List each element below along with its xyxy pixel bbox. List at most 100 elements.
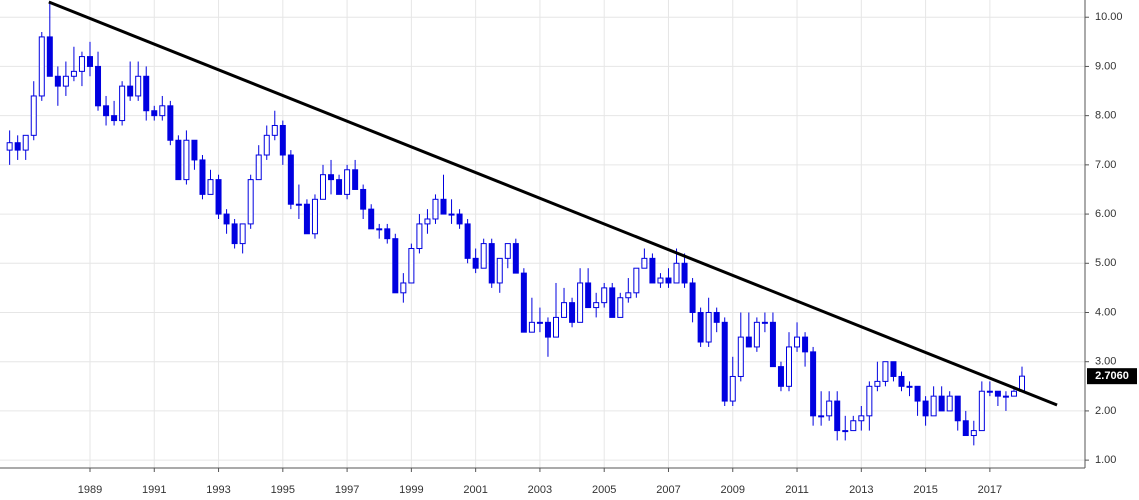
y-tick-label: 8.00 [1095, 110, 1116, 122]
candle-body [906, 385, 913, 388]
candle-body [279, 124, 286, 156]
candle-body [62, 75, 69, 87]
x-tick-label: 2005 [592, 484, 616, 496]
y-tick-label: 9.00 [1095, 60, 1116, 72]
x-tick-label: 1993 [206, 484, 230, 496]
candle-body [769, 321, 776, 368]
candle-body [231, 223, 238, 245]
y-tick-label: 3.00 [1095, 356, 1116, 368]
candle-body [657, 277, 664, 284]
candle-body [786, 346, 793, 387]
candle-body [986, 390, 993, 393]
candle-body [625, 292, 632, 299]
candle-body [858, 415, 865, 422]
candle-body [978, 390, 985, 432]
candle-body [890, 361, 897, 377]
candle-body [344, 169, 351, 195]
x-tick-label: 1989 [78, 484, 102, 496]
candle-body [745, 336, 752, 348]
candle-body [794, 336, 801, 348]
candle-body [898, 375, 905, 387]
x-tick-label: 2011 [785, 484, 809, 496]
candle-body [552, 316, 559, 338]
candle-body [954, 395, 961, 422]
candle-body [328, 174, 335, 181]
x-tick-label: 2009 [721, 484, 745, 496]
candle-body [577, 282, 584, 323]
candle-body [753, 321, 760, 348]
candle-body [392, 238, 399, 294]
candle-body [247, 179, 254, 225]
candle-body [352, 169, 359, 190]
candle-body [183, 139, 190, 181]
candle-body [38, 36, 45, 97]
candle-body [6, 142, 13, 151]
candle-body [520, 272, 527, 333]
candle-body [609, 287, 616, 318]
candle-body [834, 400, 841, 432]
x-tick-label: 2017 [978, 484, 1002, 496]
candle-body [263, 134, 270, 156]
candle-body [191, 139, 198, 161]
candle-body [850, 420, 857, 432]
x-tick-label: 1999 [399, 484, 423, 496]
candle-body [617, 297, 624, 318]
candle-body [78, 56, 85, 72]
candle-body [737, 336, 744, 377]
x-tick-label: 1997 [335, 484, 359, 496]
candle-body [994, 390, 1001, 397]
candle-body [400, 282, 407, 294]
candle-body [536, 321, 543, 324]
candle-body [561, 302, 568, 318]
candle-body [303, 203, 310, 235]
candle-body [946, 395, 953, 412]
x-tick-label: 1991 [142, 484, 166, 496]
candle-body [882, 361, 889, 382]
y-tick-label: 7.00 [1095, 159, 1116, 171]
candle-body [874, 380, 881, 387]
candle-body [729, 375, 736, 402]
candle-body [777, 366, 784, 387]
candle-body [1010, 390, 1017, 397]
candle-body [86, 56, 93, 67]
candle-body [705, 311, 712, 343]
x-tick-label: 2015 [913, 484, 937, 496]
candle-body [295, 203, 302, 206]
candle-body [223, 213, 230, 225]
candle-body [488, 243, 495, 284]
candle-body [167, 105, 174, 141]
y-tick-label: 5.00 [1095, 257, 1116, 269]
candle-body [689, 282, 696, 313]
candle-body [424, 218, 431, 225]
candle-body [384, 228, 391, 240]
candle-body [713, 311, 720, 323]
candle-body [569, 302, 576, 323]
candle-body [319, 174, 326, 200]
candle-body [207, 179, 214, 195]
candle-body [239, 223, 246, 245]
candle-body [408, 248, 415, 284]
candle-body [311, 198, 318, 235]
x-tick-label: 1995 [271, 484, 295, 496]
candle-body [54, 75, 61, 87]
candle-body [1002, 395, 1009, 398]
candle-body [22, 134, 29, 151]
candle-body [665, 277, 672, 284]
candle-body [528, 321, 535, 333]
candle-body [504, 243, 511, 259]
candle-body [673, 262, 680, 284]
candle-body [368, 208, 375, 230]
candle-body [802, 336, 809, 353]
y-tick-label: 6.00 [1095, 208, 1116, 220]
candle-body [416, 223, 423, 250]
y-tick-label: 4.00 [1095, 306, 1116, 318]
candle-body [255, 154, 262, 181]
y-tick-label: 2.00 [1095, 405, 1116, 417]
candle-body [826, 400, 833, 417]
candle-body [544, 321, 551, 338]
candle-body [970, 430, 977, 437]
candle-body [697, 311, 704, 343]
candle-body [464, 223, 471, 259]
candle-body [601, 287, 608, 304]
